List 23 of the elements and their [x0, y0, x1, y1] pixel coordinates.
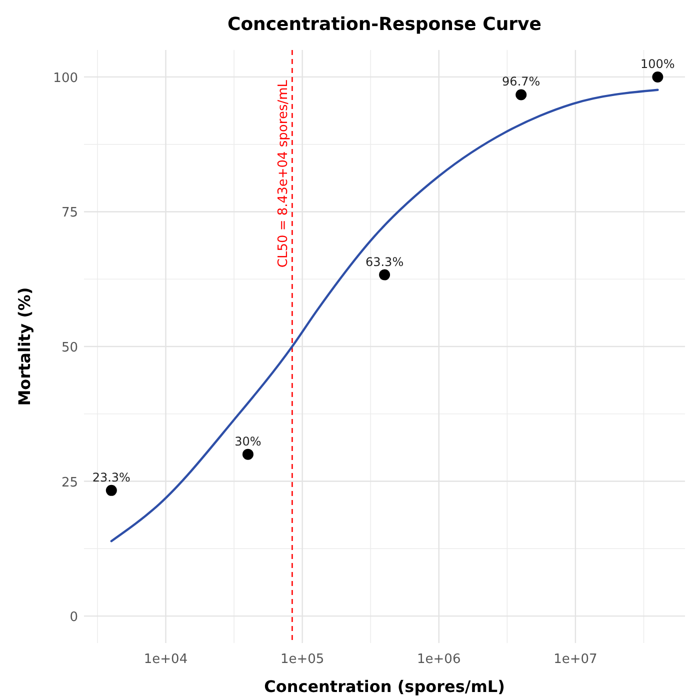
data-label: 30% [234, 434, 262, 448]
point [106, 484, 117, 496]
chart-title: Concentration-Response Curve [227, 14, 542, 35]
data-label: 23.3% [92, 470, 130, 484]
y-tick-label: 50 [61, 340, 78, 356]
point [652, 71, 664, 82]
point [379, 269, 390, 280]
x-tick-label: 1e+04 [144, 652, 188, 667]
y-tick-label: 75 [61, 206, 78, 221]
x-axis-title: Concentration (spores/mL) [264, 677, 505, 696]
y-tick-label: 25 [61, 475, 78, 490]
x-tick-label: 1e+07 [554, 652, 598, 667]
y-tick-label: 100 [53, 70, 78, 86]
y-tick-label: 0 [70, 610, 78, 626]
x-tick-label: 1e+05 [280, 652, 324, 667]
x-tick-label: 1e+06 [417, 652, 461, 667]
point [516, 89, 527, 100]
data-label: 100% [640, 56, 675, 71]
y-axis-title: Mortality (%) [15, 287, 34, 406]
point [242, 448, 254, 460]
data-label: 96.7% [502, 74, 540, 89]
data-label: 63.3% [365, 254, 404, 269]
annotation: CL50 = 8.43e+04 spores/mL [276, 79, 292, 268]
